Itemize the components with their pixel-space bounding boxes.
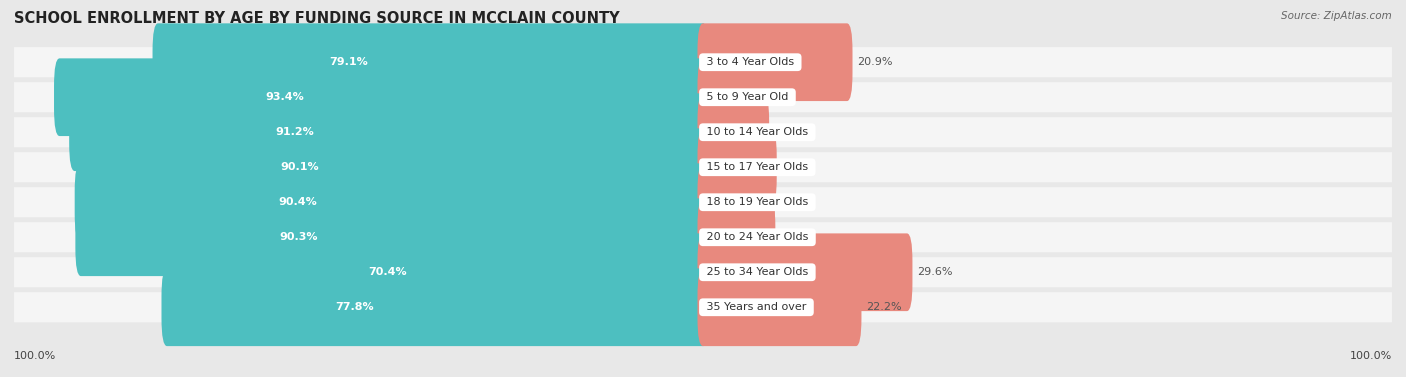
FancyBboxPatch shape bbox=[697, 198, 775, 276]
Text: 3 to 4 Year Olds: 3 to 4 Year Olds bbox=[703, 57, 797, 67]
FancyBboxPatch shape bbox=[14, 222, 1392, 252]
FancyBboxPatch shape bbox=[14, 292, 1392, 322]
Text: 9.7%: 9.7% bbox=[780, 232, 808, 242]
FancyBboxPatch shape bbox=[53, 58, 709, 136]
Text: 90.1%: 90.1% bbox=[280, 162, 319, 172]
Text: Source: ZipAtlas.com: Source: ZipAtlas.com bbox=[1281, 11, 1392, 21]
FancyBboxPatch shape bbox=[69, 93, 709, 171]
FancyBboxPatch shape bbox=[162, 268, 709, 346]
FancyBboxPatch shape bbox=[77, 128, 709, 206]
Text: 25 to 34 Year Olds: 25 to 34 Year Olds bbox=[703, 267, 811, 277]
Text: 35 Years and over: 35 Years and over bbox=[703, 302, 810, 312]
Text: 20.9%: 20.9% bbox=[858, 57, 893, 67]
Text: 15 to 17 Year Olds: 15 to 17 Year Olds bbox=[703, 162, 811, 172]
FancyBboxPatch shape bbox=[697, 128, 776, 206]
Text: 79.1%: 79.1% bbox=[329, 57, 368, 67]
Text: 8.8%: 8.8% bbox=[773, 127, 803, 137]
Text: 90.4%: 90.4% bbox=[278, 197, 318, 207]
FancyBboxPatch shape bbox=[697, 268, 862, 346]
FancyBboxPatch shape bbox=[697, 233, 912, 311]
Text: 91.2%: 91.2% bbox=[276, 127, 314, 137]
FancyBboxPatch shape bbox=[76, 198, 709, 276]
Text: 22.2%: 22.2% bbox=[866, 302, 901, 312]
Text: 9.9%: 9.9% bbox=[782, 162, 810, 172]
Text: 77.8%: 77.8% bbox=[335, 302, 374, 312]
FancyBboxPatch shape bbox=[697, 23, 852, 101]
Text: 93.4%: 93.4% bbox=[266, 92, 304, 102]
FancyBboxPatch shape bbox=[152, 23, 709, 101]
FancyBboxPatch shape bbox=[75, 163, 709, 241]
FancyBboxPatch shape bbox=[697, 163, 775, 241]
FancyBboxPatch shape bbox=[14, 257, 1392, 287]
Text: SCHOOL ENROLLMENT BY AGE BY FUNDING SOURCE IN MCCLAIN COUNTY: SCHOOL ENROLLMENT BY AGE BY FUNDING SOUR… bbox=[14, 11, 620, 26]
Text: 70.4%: 70.4% bbox=[368, 267, 408, 277]
Text: 5 to 9 Year Old: 5 to 9 Year Old bbox=[703, 92, 792, 102]
FancyBboxPatch shape bbox=[14, 117, 1392, 147]
FancyBboxPatch shape bbox=[212, 233, 709, 311]
FancyBboxPatch shape bbox=[697, 58, 754, 136]
Text: 90.3%: 90.3% bbox=[280, 232, 318, 242]
Text: 18 to 19 Year Olds: 18 to 19 Year Olds bbox=[703, 197, 811, 207]
FancyBboxPatch shape bbox=[14, 82, 1392, 112]
Text: 6.6%: 6.6% bbox=[759, 92, 787, 102]
Text: 100.0%: 100.0% bbox=[1350, 351, 1392, 361]
Text: 10 to 14 Year Olds: 10 to 14 Year Olds bbox=[703, 127, 811, 137]
Text: 29.6%: 29.6% bbox=[917, 267, 953, 277]
FancyBboxPatch shape bbox=[14, 187, 1392, 217]
FancyBboxPatch shape bbox=[14, 152, 1392, 182]
FancyBboxPatch shape bbox=[697, 93, 769, 171]
FancyBboxPatch shape bbox=[14, 47, 1392, 77]
Text: 9.6%: 9.6% bbox=[779, 197, 808, 207]
Text: 100.0%: 100.0% bbox=[14, 351, 56, 361]
Text: 20 to 24 Year Olds: 20 to 24 Year Olds bbox=[703, 232, 811, 242]
